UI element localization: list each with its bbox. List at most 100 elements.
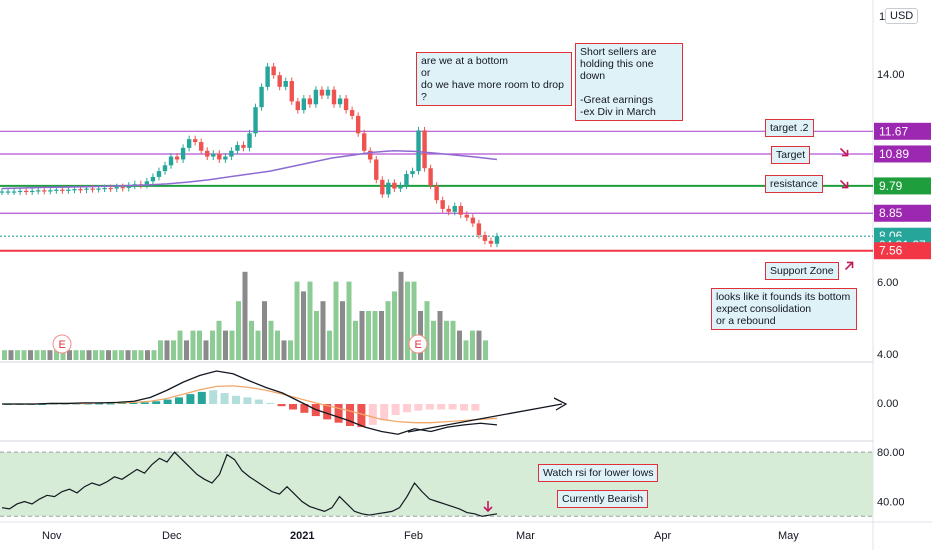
candle-body (162, 165, 168, 172)
candle-body (17, 190, 23, 193)
candle-body (488, 240, 494, 244)
candle-body (319, 89, 325, 96)
volume-bar (28, 350, 33, 360)
time-tick-label: Feb (404, 530, 423, 542)
volume-bar (392, 291, 397, 360)
volume-bar (158, 340, 163, 360)
rsi-tick-label: 40.00 (877, 497, 905, 509)
volume-bar (99, 350, 105, 360)
macd-histogram-bar (300, 404, 309, 413)
volume-bar (249, 320, 254, 360)
candle-body (392, 182, 397, 189)
macd-histogram-bar (357, 404, 366, 428)
candle-body (223, 156, 228, 160)
trendline-arrowhead (553, 397, 568, 411)
volume-bar (216, 320, 222, 360)
macd-histogram-bar (95, 403, 104, 405)
candle-body (108, 187, 113, 190)
macd-tick-label: 0.00 (877, 398, 898, 410)
volume-bar (411, 281, 417, 360)
candle-body (410, 171, 415, 175)
candle-body (404, 174, 409, 186)
volume-bar (145, 350, 150, 360)
candle-body (440, 200, 445, 209)
price-tag (874, 242, 931, 260)
arrow-shaft (839, 147, 849, 157)
candle-body (180, 147, 186, 160)
volume-bar (34, 350, 40, 360)
volume-bar (275, 330, 280, 360)
candle-body (295, 101, 300, 111)
candle-body (476, 223, 482, 236)
candle-body (205, 150, 210, 157)
candle-body (54, 189, 59, 191)
macd-histogram-bar (254, 399, 263, 404)
candle-body (36, 190, 41, 192)
candle-body (229, 150, 234, 157)
currency-button[interactable]: USD (885, 8, 919, 24)
macd-histogram-bar (243, 397, 252, 404)
volume-bar (73, 350, 79, 360)
price-tick-label: 6.00 (877, 277, 898, 289)
volume-bar (346, 281, 352, 360)
candle-body (0, 191, 5, 193)
volume-bar (203, 340, 209, 360)
volume-bar (164, 340, 170, 360)
candle-body (253, 107, 258, 134)
macd-histogram-bar (163, 399, 172, 404)
earnings-marker-label: E (59, 339, 66, 351)
arrow-head (846, 261, 854, 269)
volume-bar (372, 311, 378, 360)
candle-body (386, 182, 391, 195)
arrow-shaft (839, 179, 849, 189)
macd-histogram-bar (460, 404, 468, 411)
macd-histogram-bar (277, 404, 286, 407)
time-tick-label: Nov (42, 530, 62, 542)
candle-body (78, 189, 83, 191)
candle-body (102, 187, 107, 190)
volume-bar (112, 350, 118, 360)
volume-bar (359, 311, 365, 360)
candle-body (446, 208, 451, 212)
volume-bar (210, 330, 215, 360)
candle-body (66, 189, 71, 191)
macd-histogram-bar (289, 404, 297, 410)
time-tick-label: Apr (654, 530, 671, 542)
volume-bar (236, 301, 241, 360)
price-tag-label: 10.89 (879, 147, 909, 161)
candle-body (259, 86, 264, 108)
price-tag-label: 11.67 (879, 124, 908, 138)
candle-body (428, 168, 433, 186)
macd-histogram-bar (323, 404, 332, 420)
arrow-head (841, 181, 849, 189)
volume-bar (223, 330, 228, 360)
candle-body (114, 187, 119, 189)
candle-body (247, 133, 252, 148)
candle-body (265, 66, 270, 87)
candle-body (398, 185, 403, 189)
candle-body (368, 150, 373, 160)
volume-bar (262, 301, 267, 360)
volume-bar (184, 340, 189, 360)
note-rsi-lower-lows: Watch rsi for lower lows (538, 464, 659, 482)
candle-body (289, 81, 294, 102)
candle-body (380, 179, 385, 195)
volume-bar (190, 330, 196, 360)
rsi-band (0, 452, 873, 517)
time-tick-label: Dec (162, 530, 182, 542)
trendline-arrow (407, 403, 563, 433)
macd-histogram-bar (209, 390, 218, 404)
macd-histogram-bar (152, 401, 161, 404)
rsi-tick-label: 80.00 (877, 447, 905, 459)
macd-line (2, 370, 498, 435)
volume-bar (333, 281, 339, 360)
volume-bar (450, 320, 456, 360)
volume-bar (444, 320, 449, 360)
macd-histogram-bar (346, 404, 354, 426)
macd-histogram-bar (391, 404, 400, 415)
volume-bar (398, 271, 404, 360)
volume-bar (177, 330, 183, 360)
rsi-line (1, 451, 498, 517)
earnings-marker (52, 334, 72, 354)
